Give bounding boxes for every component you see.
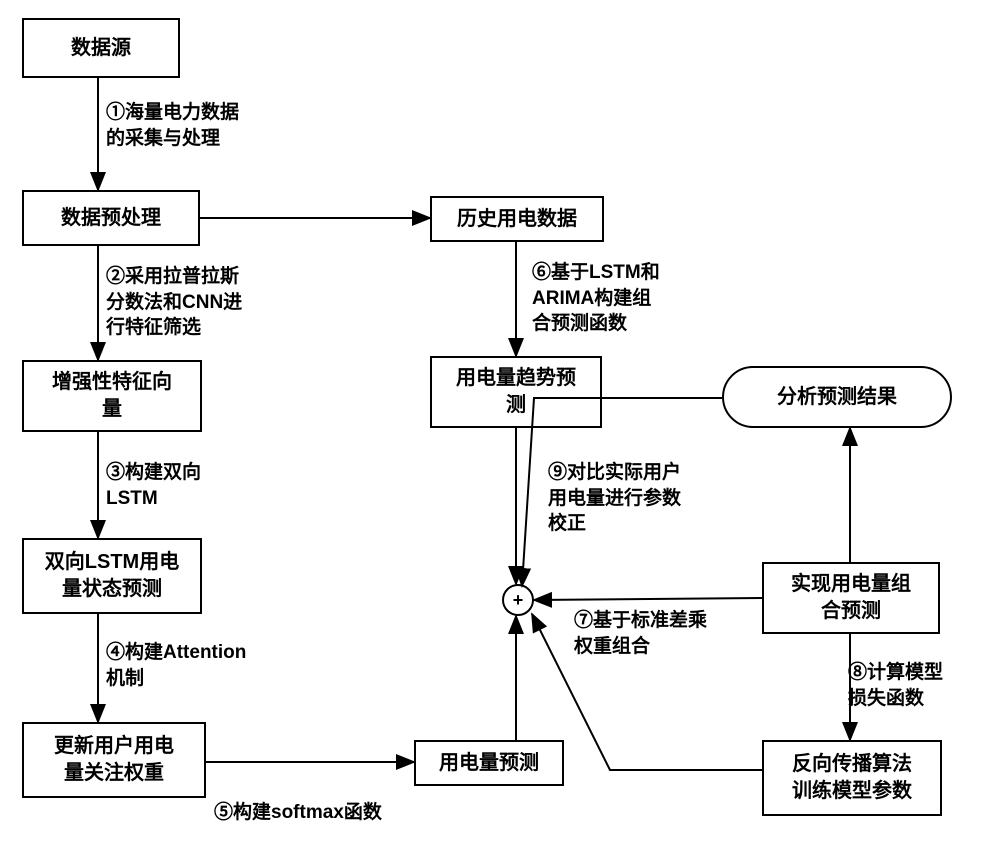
edge-label-3: ③构建双向 LSTM (106, 460, 201, 511)
node-label: 数据源 (71, 35, 131, 62)
node-data-source: 数据源 (22, 18, 180, 78)
edge-label-6: ⑥基于LSTM和 ARIMA构建组 合预测函数 (532, 260, 660, 337)
edge-label-5: ⑤构建softmax函数 (214, 800, 382, 826)
node-combined-predict: 实现用电量组 合预测 (762, 562, 940, 634)
node-preprocess: 数据预处理 (22, 190, 200, 246)
junction-plus: + (502, 584, 534, 616)
node-analyze-result: 分析预测结果 (722, 366, 952, 428)
node-label: 双向LSTM用电 量状态预测 (45, 549, 179, 603)
node-label: 历史用电数据 (457, 206, 577, 233)
node-label: 用电量趋势预 测 (456, 365, 576, 419)
edge-label-7: ⑦基于标准差乘 权重组合 (574, 608, 707, 659)
node-update-weight: 更新用户用电 量关注权重 (22, 722, 206, 798)
node-label: 用电量预测 (439, 750, 539, 777)
node-label: 实现用电量组 合预测 (791, 571, 911, 625)
edge-label-8: ⑧计算模型 损失函数 (848, 660, 943, 711)
node-label: 反向传播算法 训练模型参数 (792, 751, 912, 805)
node-label: 分析预测结果 (777, 384, 897, 411)
node-backprop-train: 反向传播算法 训练模型参数 (762, 740, 942, 816)
node-history-data: 历史用电数据 (430, 196, 604, 242)
edge-label-1: ①海量电力数据 的采集与处理 (106, 100, 239, 151)
edge-label-2: ②采用拉普拉斯 分数法和CNN进 行特征筛选 (106, 264, 242, 341)
node-enhanced-feature: 增强性特征向 量 (22, 360, 202, 432)
node-trend-predict: 用电量趋势预 测 (430, 356, 602, 428)
edge-label-4: ④构建Attention 机制 (106, 640, 246, 691)
edge-label-9: ⑨对比实际用户 用电量进行参数 校正 (548, 460, 681, 537)
node-bilstm-predict: 双向LSTM用电 量状态预测 (22, 538, 202, 614)
node-usage-predict: 用电量预测 (414, 740, 564, 786)
arrow-a7c (534, 598, 762, 600)
node-label: 更新用户用电 量关注权重 (54, 733, 174, 787)
node-label: 数据预处理 (61, 205, 161, 232)
plus-label: + (513, 590, 524, 611)
node-label: 增强性特征向 量 (52, 369, 172, 423)
